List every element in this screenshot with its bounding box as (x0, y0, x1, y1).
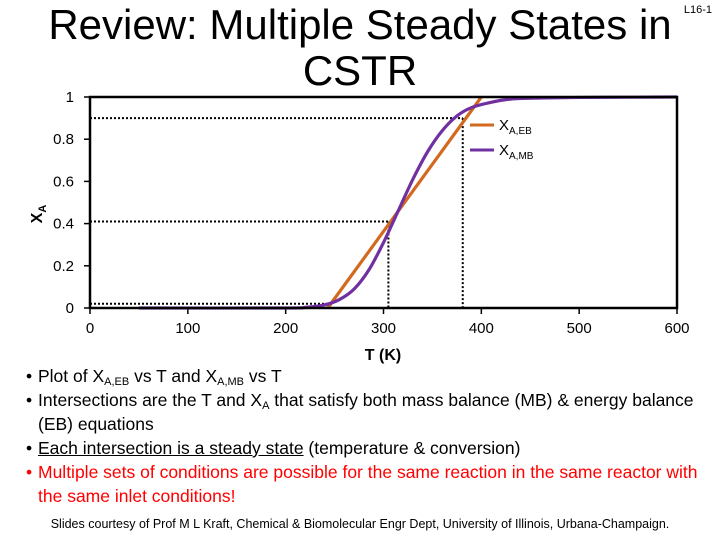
title-line-1: Review: Multiple Steady States in (48, 1, 672, 48)
y-axis-label-sub: A (37, 205, 49, 213)
bullet-plot-description: Plot of XA,EB vs T and XA,MB vs T (24, 364, 714, 388)
title-line-2: CSTR (302, 47, 418, 94)
bullet-multiple-conditions: Multiple sets of conditions are possible… (24, 460, 714, 508)
series-mb-curve (138, 95, 678, 310)
y-tick-label: 0 (66, 300, 74, 317)
y-tick-label: 0.4 (53, 216, 74, 233)
bullet-intersections: Intersections are the T and XA that sati… (24, 388, 714, 436)
y-tick-label: 0.8 (53, 131, 74, 148)
slide-number: L16-1 (683, 4, 712, 16)
y-tick-label: 0.6 (53, 173, 74, 190)
bullet-list: Plot of XA,EB vs T and XA,MB vs T Inters… (24, 364, 714, 508)
bullet-steady-state: Each intersection is a steady state (tem… (24, 436, 714, 460)
x-tick-label: 100 (175, 320, 200, 337)
legend-label-mb: XA,MB (499, 142, 534, 162)
y-tick-label: 0.2 (53, 258, 74, 275)
x-tick-label: 600 (664, 320, 689, 337)
x-tick-label: 500 (567, 320, 592, 337)
y-axis-label: XA (29, 205, 49, 224)
legend-label-eb: XA,EB (499, 117, 532, 137)
y-tick-label: 1 (66, 89, 74, 106)
y-axis-label-main: X (29, 212, 46, 223)
series-eb-line (326, 96, 483, 309)
x-tick-label: 200 (273, 320, 298, 337)
legend: XA,EB XA,MB (470, 117, 534, 162)
svg-text:XA: XA (29, 205, 49, 224)
x-tick-label: 400 (469, 320, 494, 337)
x-tick-label: 300 (371, 320, 396, 337)
x-tick-label: 0 (86, 320, 94, 337)
plot-frame (88, 95, 679, 310)
slide-title: Review: Multiple Steady States in CSTR (40, 2, 680, 94)
x-axis-label: T (K) (365, 347, 401, 364)
footer-credit: Slides courtesy of Prof M L Kraft, Chemi… (50, 517, 670, 531)
